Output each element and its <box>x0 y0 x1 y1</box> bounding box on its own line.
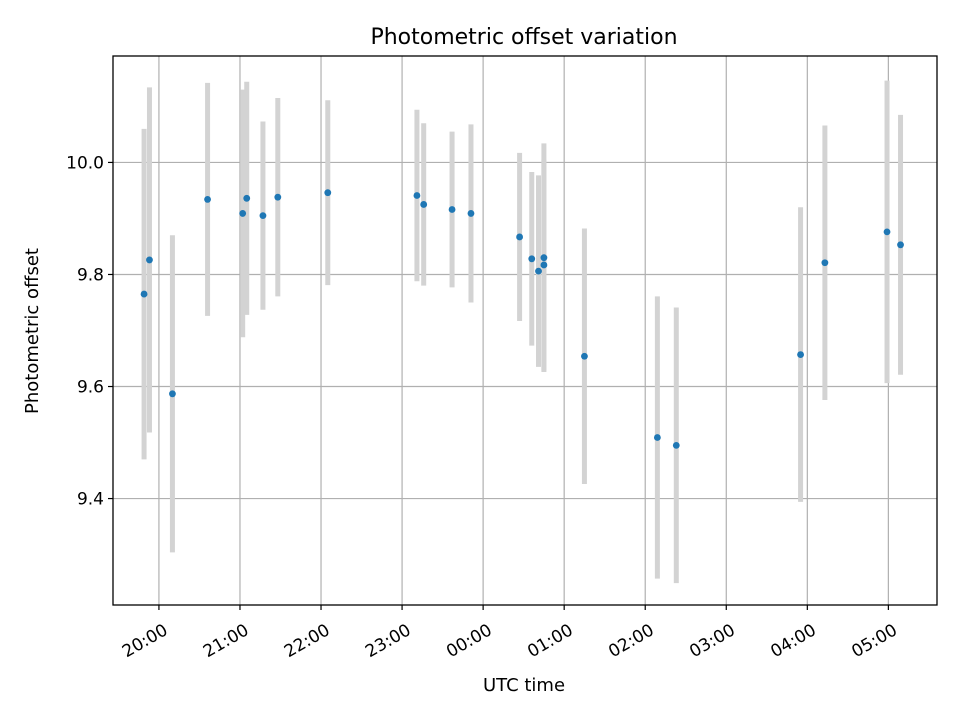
x-tick-label: 01:00 <box>524 620 576 662</box>
data-point <box>540 254 548 262</box>
x-axis-ticks: 20:00 21:00 22:00 23:00 00:00 01:00 02:00 03:00… <box>119 605 901 662</box>
y-tick-label: 10.0 <box>66 153 104 173</box>
x-tick-label: 00:00 <box>443 620 495 662</box>
data-point <box>540 261 548 269</box>
data-point <box>897 241 904 249</box>
data-point <box>653 434 661 441</box>
data-point <box>448 206 456 213</box>
grid <box>113 56 937 605</box>
data-point <box>672 441 680 449</box>
data-point <box>146 256 153 264</box>
data-point <box>581 352 588 360</box>
plot-frame <box>112 55 938 606</box>
x-tick-label: 05:00 <box>848 620 900 662</box>
data-point <box>259 212 267 220</box>
error-bars <box>141 80 904 584</box>
data-point <box>528 255 536 263</box>
x-tick-label: 03:00 <box>686 620 738 662</box>
data-point <box>169 390 176 398</box>
y-axis-label: Photometric offset <box>22 248 43 414</box>
data-point <box>883 228 891 236</box>
x-axis-label: UTC time <box>483 675 565 696</box>
data-point <box>797 351 804 358</box>
data-point <box>467 210 475 217</box>
data-point <box>821 259 829 267</box>
x-tick-label: 23:00 <box>362 620 414 662</box>
data-points <box>140 189 904 449</box>
chart-title: Photometric offset variation <box>370 25 677 50</box>
x-tick-label: 22:00 <box>281 620 333 662</box>
data-point <box>516 233 523 241</box>
data-point <box>204 196 211 203</box>
data-point <box>239 210 247 217</box>
x-tick-label: 21:00 <box>200 620 252 662</box>
x-tick-label: 20:00 <box>119 620 171 662</box>
data-point <box>420 201 428 208</box>
y-tick-label: 9.4 <box>77 490 104 510</box>
data-point <box>274 193 282 201</box>
x-tick-label: 04:00 <box>767 620 819 662</box>
x-tick-label: 02:00 <box>605 620 657 662</box>
data-point <box>324 189 332 197</box>
data-point <box>535 267 542 275</box>
y-axis-ticks: 9.4 9.6 9.8 10.0 <box>66 153 113 510</box>
data-point <box>140 290 148 298</box>
data-point <box>243 194 251 202</box>
y-tick-label: 9.6 <box>77 378 104 398</box>
data-point <box>413 192 421 199</box>
y-tick-label: 9.8 <box>77 265 104 285</box>
